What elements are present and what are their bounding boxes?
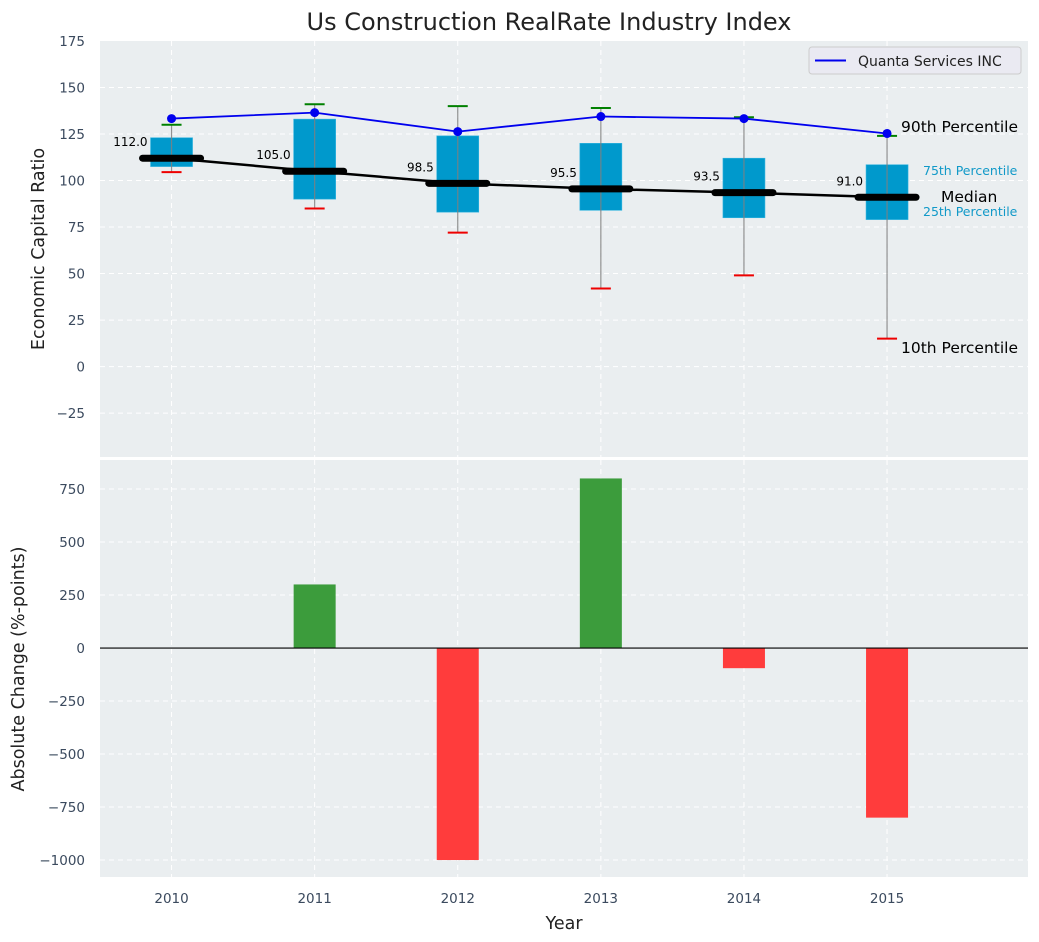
x-tick-labels: 2010 2011 2012 2013 2014 2015 <box>154 891 904 907</box>
top-y-tick-label: 100 <box>59 174 85 190</box>
top-y-tick-label: 125 <box>59 127 85 143</box>
chart-title: Us Construction RealRate Industry Index <box>307 8 792 36</box>
top-panel: −25 0 25 50 75 100 125 150 175 112.0 105.0 98.5 95.… <box>29 34 1028 457</box>
annotation-25th-percentile: 25th Percentile <box>923 204 1018 219</box>
company-point <box>596 112 606 122</box>
bottom-y-tick-label: −500 <box>48 747 85 763</box>
bottom-y-tick-label: −250 <box>48 694 85 710</box>
top-y-tick-label: 175 <box>59 34 85 50</box>
bottom-panel: −1000 −750 −500 −250 0 250 500 750 2010 2011 2012… <box>9 460 1028 934</box>
median-trend-line-group: 112.0 105.0 98.5 95.5 93.5 91.0 <box>113 135 920 201</box>
annotation-90th-percentile: 90th Percentile <box>901 118 1018 136</box>
top-y-tick-label: 50 <box>68 267 85 283</box>
legend-frame <box>808 46 1022 75</box>
company-point <box>882 128 892 138</box>
change-bar <box>293 584 336 649</box>
company-point <box>310 108 320 118</box>
bottom-y-tick-label: 250 <box>59 588 85 604</box>
top-y-tick-label: 75 <box>68 220 85 236</box>
bottom-y-tick-label: −1000 <box>39 853 85 869</box>
change-bar <box>722 648 765 669</box>
x-tick-label: 2015 <box>870 891 904 907</box>
median-value-label: 93.5 <box>693 170 720 184</box>
legend: Quanta Services INC <box>808 46 1022 75</box>
bottom-y-tick-labels: −1000 −750 −500 −250 0 250 500 750 <box>39 482 85 869</box>
top-y-tick-label: 0 <box>76 360 85 376</box>
median-value-label: 91.0 <box>836 174 863 188</box>
bottom-y-tick-label: 500 <box>59 535 85 551</box>
change-bar <box>579 478 622 649</box>
x-tick-label: 2012 <box>441 891 475 907</box>
bottom-y-axis-title: Absolute Change (%-points) <box>9 547 29 792</box>
annotation-median: Median <box>941 188 997 206</box>
bottom-y-tick-label: 750 <box>59 482 85 498</box>
change-bar <box>436 648 479 861</box>
x-tick-label: 2014 <box>727 891 761 907</box>
box-plot-group <box>150 103 909 340</box>
x-tick-label: 2011 <box>297 891 331 907</box>
annotation-75th-percentile: 75th Percentile <box>923 163 1018 178</box>
median-value-label: 98.5 <box>407 160 434 174</box>
top-y-axis-title: Economic Capital Ratio <box>29 148 49 350</box>
top-plot-background <box>100 41 1028 457</box>
top-y-tick-labels: −25 0 25 50 75 100 125 150 175 <box>57 34 86 422</box>
change-bar <box>866 648 909 818</box>
company-point <box>453 127 463 137</box>
bottom-y-tick-label: 0 <box>76 641 85 657</box>
annotation-10th-percentile: 10th Percentile <box>901 339 1018 357</box>
x-tick-label: 2013 <box>584 891 618 907</box>
top-gridlines <box>100 41 1028 457</box>
top-y-tick-label: 150 <box>59 81 85 97</box>
company-point <box>739 114 749 124</box>
top-y-tick-label: −25 <box>57 406 86 422</box>
company-series-group <box>167 108 892 138</box>
median-value-label: 95.5 <box>550 166 577 180</box>
median-value-label: 112.0 <box>113 135 147 149</box>
legend-entry-quanta: Quanta Services INC <box>858 54 1002 70</box>
company-line <box>171 111 888 135</box>
percentile-annotations: 90th Percentile 75th Percentile Median 2… <box>901 118 1018 357</box>
company-point <box>167 114 177 124</box>
top-y-tick-label: 25 <box>68 313 85 329</box>
x-axis-title: Year <box>544 914 583 934</box>
change-bars-group <box>293 478 909 861</box>
bottom-y-tick-label: −750 <box>48 800 85 816</box>
median-value-label: 105.0 <box>256 148 290 162</box>
x-tick-label: 2010 <box>154 891 188 907</box>
